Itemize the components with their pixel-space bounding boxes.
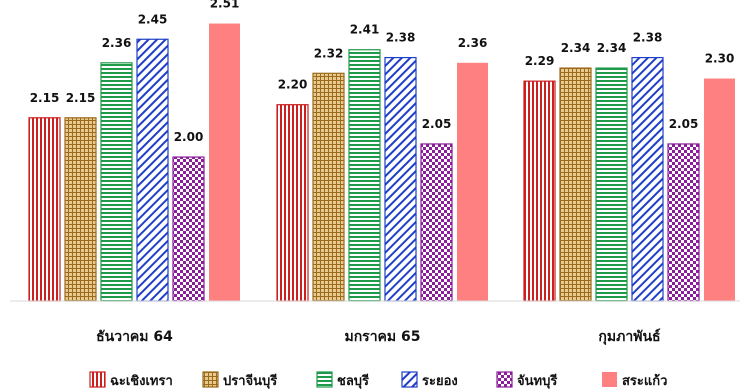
data-label-series-3-group-1: 2.36 (102, 36, 132, 50)
category-label-3: กุมภาพันธ์ (598, 328, 660, 345)
legend-swatch-series-6 (602, 372, 617, 387)
data-label-series-1-group-1: 2.15 (30, 91, 60, 105)
bar-series-5-group-3 (667, 143, 700, 302)
data-label-series-5-group-1: 2.00 (174, 130, 204, 144)
legend-swatch-series-1 (89, 371, 106, 388)
data-label-series-2-group-2: 2.32 (314, 46, 344, 60)
bar-series-4-group-3 (631, 56, 664, 302)
data-label-series-2-group-3: 2.34 (561, 41, 591, 55)
bars-layer (28, 23, 735, 302)
legend-label-series-6: สระแก้ว (622, 373, 667, 389)
data-label-series-6-group-1: 2.51 (210, 0, 240, 11)
bar-series-6-group-3 (704, 78, 735, 302)
bar-series-2-group-1 (64, 117, 97, 302)
legend-swatch-series-2 (202, 371, 219, 388)
bar-series-1-group-1 (28, 117, 61, 302)
bar-series-5-group-2 (420, 143, 453, 302)
data-label-series-3-group-3: 2.34 (597, 41, 627, 55)
legend-label-series-5: จันทบุรี (517, 373, 557, 389)
bar-series-2-group-2 (312, 72, 345, 302)
legend-swatch-series-3 (316, 371, 333, 388)
data-label-series-1-group-2: 2.20 (278, 78, 308, 92)
data-label-series-5-group-3: 2.05 (669, 117, 699, 131)
bar-series-3-group-1 (100, 62, 133, 302)
bar-series-6-group-2 (457, 62, 488, 302)
bar-series-6-group-1 (209, 23, 240, 302)
legend-swatch-series-5 (496, 371, 513, 388)
category-label-2: มกราคม 65 (344, 329, 420, 345)
data-label-series-2-group-1: 2.15 (66, 91, 96, 105)
bar-series-3-group-3 (595, 67, 628, 302)
legend-label-series-4: ระยอง (422, 374, 458, 389)
bar-series-2-group-3 (559, 67, 592, 302)
data-label-series-4-group-2: 2.38 (386, 31, 416, 45)
bar-series-3-group-2 (348, 49, 381, 302)
legend-swatch-series-4 (401, 371, 418, 388)
data-label-series-6-group-2: 2.36 (458, 36, 488, 50)
labels-layer: 2.15 2.15 2.36 2.45 2.00 2.51 ธันวาคม 64 2.20 2.… (30, 0, 735, 345)
data-label-series-4-group-1: 2.45 (138, 12, 168, 26)
legend-label-series-3: ชลบุรี (337, 373, 369, 389)
bar-series-1-group-3 (523, 80, 556, 302)
bar-series-1-group-2 (276, 104, 309, 302)
data-label-series-1-group-3: 2.29 (525, 54, 555, 68)
data-label-series-5-group-2: 2.05 (422, 117, 452, 131)
data-label-series-4-group-3: 2.38 (633, 31, 663, 45)
legend-label-series-2: ปราจีนบุรี (223, 373, 277, 389)
bar-series-4-group-1 (136, 38, 169, 302)
data-label-series-6-group-3: 2.30 (705, 52, 735, 66)
legend: ฉะเชิงเทรา ปราจีนบุรี ชลบุรี ระยอง จันทบุรี ส… (89, 371, 667, 389)
data-label-series-3-group-2: 2.41 (350, 23, 380, 37)
legend-label-series-1: ฉะเชิงเทรา (110, 374, 173, 389)
category-label-1: ธันวาคม 64 (96, 329, 173, 345)
bar-series-4-group-2 (384, 56, 417, 302)
bar-series-5-group-1 (172, 156, 205, 302)
